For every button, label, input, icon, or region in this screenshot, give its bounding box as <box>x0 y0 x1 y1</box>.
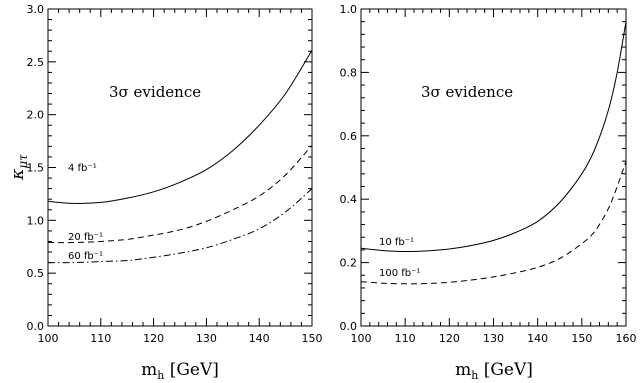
left-ylabel-sub: μτ <box>16 154 30 169</box>
svg-text:κμτ: κμτ <box>8 154 30 181</box>
right-ytick-label: 0.0 <box>340 320 358 333</box>
right-ytick-label: 0.6 <box>340 130 358 143</box>
left-series-label-1: 20 fb⁻¹ <box>68 232 103 243</box>
right-series <box>360 21 627 285</box>
left-xtick-label: 150 <box>302 332 323 345</box>
left-annotation: 3σ evidence <box>109 83 201 101</box>
left-xtick-label: 140 <box>249 332 270 345</box>
right-series-line-1 <box>360 161 627 285</box>
right-xtick-label: 110 <box>395 332 416 345</box>
right-xtick-label: 100 <box>351 332 372 345</box>
left-ytick-label: 0.0 <box>27 320 45 333</box>
left-xlabel-unit: [GeV] <box>170 360 219 380</box>
left-ylabel-main: κ <box>8 169 28 181</box>
left-ytick-label: 2.0 <box>27 109 45 122</box>
left-xtick-label: 100 <box>38 332 59 345</box>
left-xtick-label: 130 <box>196 332 217 345</box>
right-panel: 100 110 120 130 140 150 1600.00.20.40.60.81.0 … <box>340 3 637 382</box>
right-series-label-1: 100 fb⁻¹ <box>379 268 420 279</box>
right-ytick-label: 0.2 <box>340 257 358 270</box>
right-xtick-label: 120 <box>439 332 460 345</box>
left-ytick-label: 3.0 <box>27 3 45 16</box>
left-ticks: 100 110 120 130 140 150 0.0 0.5 1.0 1.5 2.0 2.5 3.0 <box>27 3 323 345</box>
right-annotation: 3σ evidence <box>421 83 513 101</box>
right-xlabel-main: m <box>455 360 471 380</box>
left-series-label-2: 60 fb⁻¹ <box>68 251 103 262</box>
left-xlabel-sub: h <box>157 369 164 382</box>
left-series <box>47 49 313 264</box>
right-series-label-0: 10 fb⁻¹ <box>379 237 414 248</box>
left-ytick-label: 0.5 <box>27 267 45 280</box>
right-series-line-0 <box>360 21 627 253</box>
right-xtick-label: 150 <box>571 332 592 345</box>
left-xtick-label: 110 <box>90 332 111 345</box>
right-xtick-label: 160 <box>616 332 637 345</box>
left-series-line-0 <box>47 49 313 204</box>
right-xlabel: mh [GeV] <box>455 360 533 382</box>
left-xtick-label: 120 <box>143 332 164 345</box>
right-ytick-label: 0.4 <box>340 193 358 206</box>
left-ytick-label: 1.0 <box>27 214 45 227</box>
left-series-label-0: 4 fb⁻¹ <box>68 163 97 174</box>
right-xtick-label: 130 <box>483 332 504 345</box>
right-ytick-label: 1.0 <box>340 3 358 16</box>
right-xlabel-sub: h <box>471 369 478 382</box>
left-panel: 100 110 120 130 140 1500.00.51.01.52.02.53.0 … <box>8 3 323 382</box>
left-series-line-2 <box>47 188 313 264</box>
right-ytick-label: 0.8 <box>340 66 358 79</box>
left-ytick-label: 1.5 <box>27 162 45 175</box>
left-xlabel-main: m <box>141 360 157 380</box>
right-ticks: 100 110 120 130 140 150 160 0.0 0.2 0.4 0.6 0.8 1.0 <box>340 3 637 345</box>
left-xlabel: mh [GeV] <box>141 360 219 382</box>
left-ylabel: κμτ <box>8 154 30 181</box>
left-ytick-label: 2.5 <box>27 56 45 69</box>
left-series-line-1 <box>47 144 313 244</box>
right-xtick-label: 140 <box>527 332 548 345</box>
right-xlabel-unit: [GeV] <box>484 360 533 380</box>
